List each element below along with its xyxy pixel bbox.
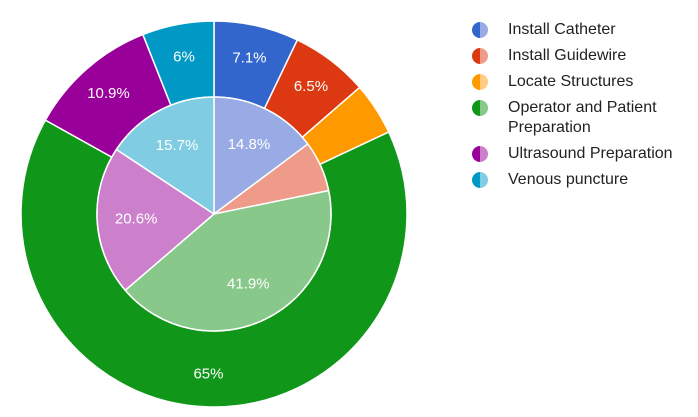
inner-slice-install-catheter[interactable] [213, 96, 309, 215]
legend-swatch-icon [472, 22, 488, 38]
outer-label-venous-puncture: 6% [173, 48, 195, 65]
inner-slice-operator-and-patient-preparation[interactable] [124, 189, 332, 332]
inner-slice-venous-puncture[interactable] [115, 96, 215, 215]
outer-label-operator-and-patient-preparation: 65% [193, 365, 223, 382]
outer-label-ultrasound-preparation: 10.9% [87, 85, 130, 102]
legend-label: Venous puncture [508, 171, 629, 188]
chart-legend: Install Catheter Install Guidewire Locat… [472, 20, 698, 196]
legend-item-operator-and-patient-preparation[interactable]: Operator and Patient Preparation [472, 98, 698, 138]
inner-label-venous-puncture: 15.7% [156, 137, 199, 154]
inner-slice-ultrasound-preparation[interactable] [96, 148, 215, 292]
legend-swatch-icon [472, 146, 488, 162]
legend-item-install-guidewire[interactable]: Install Guidewire [472, 46, 698, 66]
legend-label: Locate Structures [508, 73, 634, 90]
outer-label-install-guidewire: 6.5% [294, 78, 328, 95]
legend-swatch-icon [472, 74, 488, 90]
legend-item-ultrasound-preparation[interactable]: Ultrasound Preparation [472, 144, 698, 164]
inner-label-ultrasound-preparation: 20.6% [115, 210, 158, 227]
legend-label: Install Catheter [508, 21, 616, 38]
inner-label-install-catheter: 14.8% [228, 136, 271, 153]
legend-label: Ultrasound Preparation [508, 145, 673, 162]
outer-label-install-catheter: 7.1% [232, 49, 266, 66]
legend-label: Operator and Patient Preparation [508, 99, 657, 136]
legend-swatch-icon [472, 100, 488, 116]
legend-swatch-icon [472, 48, 488, 64]
inner-label-operator-and-patient-preparation: 41.9% [227, 276, 270, 293]
legend-item-locate-structures[interactable]: Locate Structures [472, 72, 698, 92]
legend-swatch-icon [472, 172, 488, 188]
legend-item-venous-puncture[interactable]: Venous puncture [472, 170, 698, 190]
legend-label: Install Guidewire [508, 47, 627, 64]
legend-item-install-catheter[interactable]: Install Catheter [472, 20, 698, 40]
